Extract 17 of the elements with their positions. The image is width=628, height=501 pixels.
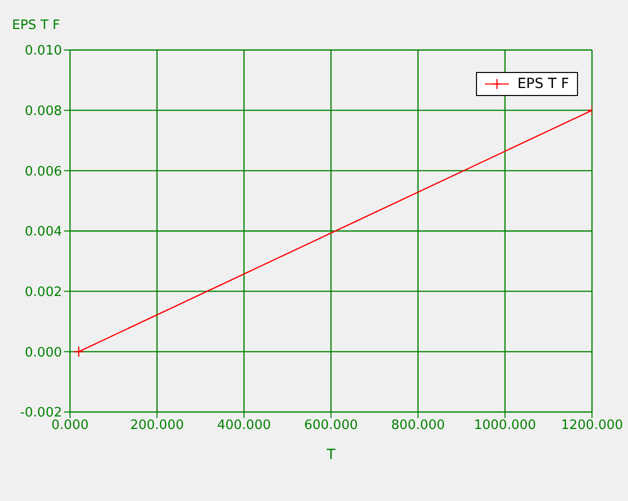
y-tick-label: 0.000 [24,345,62,360]
y-tick-label: 0.006 [24,164,62,180]
y-axis-title: EPS T F [12,18,60,33]
y-tick-label: -0.002 [20,406,62,421]
x-tick-label: 600.000 [304,418,358,434]
x-tick-label: 200.000 [130,418,184,434]
x-tick-label: 1200.000 [560,418,624,434]
y-tick-label: 0.008 [24,104,62,119]
y-tick-label: 0.002 [24,284,62,300]
x-tick-label: 0.000 [51,418,89,434]
x-axis-title: T [326,447,336,463]
x-tick-label: 800.000 [391,418,445,434]
legend-label: EPS T F [517,76,569,92]
x-tick-label: 1000.000 [474,418,536,434]
y-tick-label: 0.004 [24,224,62,240]
y-tick-label: 0.010 [24,44,62,59]
x-tick-label: 400.000 [217,418,271,434]
